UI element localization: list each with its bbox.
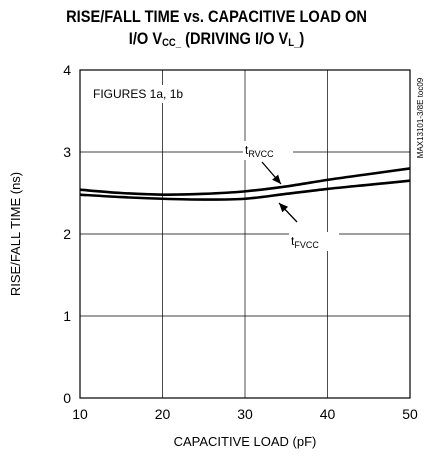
y-tick-label: 3 [63, 144, 71, 160]
series-label-background [289, 232, 339, 251]
y-tick-label: 1 [63, 308, 71, 324]
x-tick-label: 20 [155, 406, 171, 422]
tick-labels: 10 20 30 40 50 0 1 2 3 4 [63, 62, 418, 422]
x-axis-title: CAPACITIVE LOAD (pF) [174, 434, 317, 449]
document-reference: MAX13101-3/8E toc09 [416, 77, 425, 158]
y-axis-title: RISE/FALL TIME (ns) [8, 172, 23, 296]
x-tick-label: 30 [237, 406, 253, 422]
arrow-trvcc-head [272, 174, 281, 184]
x-tick-label: 10 [72, 406, 88, 422]
series-line-tfvcc [79, 179, 411, 201]
series-label-tfvcc: tFVCC [291, 234, 319, 250]
series-label-trvcc: tRVCC [245, 143, 274, 159]
y-tick-label: 2 [63, 226, 71, 242]
x-tick-label: 40 [320, 406, 336, 422]
title-line-1: RISE/FALL TIME vs. CAPACITIVE LOAD ON [66, 7, 367, 26]
chart-title: RISE/FALL TIME vs. CAPACITIVE LOAD ON I/… [30, 6, 402, 54]
series-line-trvcc [79, 167, 411, 196]
annotation-background [91, 85, 193, 103]
grid [80, 70, 410, 398]
series-label-background [243, 141, 293, 160]
figures-annotation: FIGURES 1a, 1b [93, 87, 183, 101]
series-group [79, 167, 411, 201]
y-tick-label: 0 [63, 390, 71, 406]
arrow-tfvcc-head [279, 203, 289, 213]
title-line-2: I/O VCC_ (DRIVING I/O VL_) [128, 29, 305, 49]
y-tick-label: 4 [63, 62, 71, 78]
plot-frame [79, 69, 411, 399]
leader-arrows [261, 161, 298, 223]
x-tick-label: 50 [402, 406, 418, 422]
